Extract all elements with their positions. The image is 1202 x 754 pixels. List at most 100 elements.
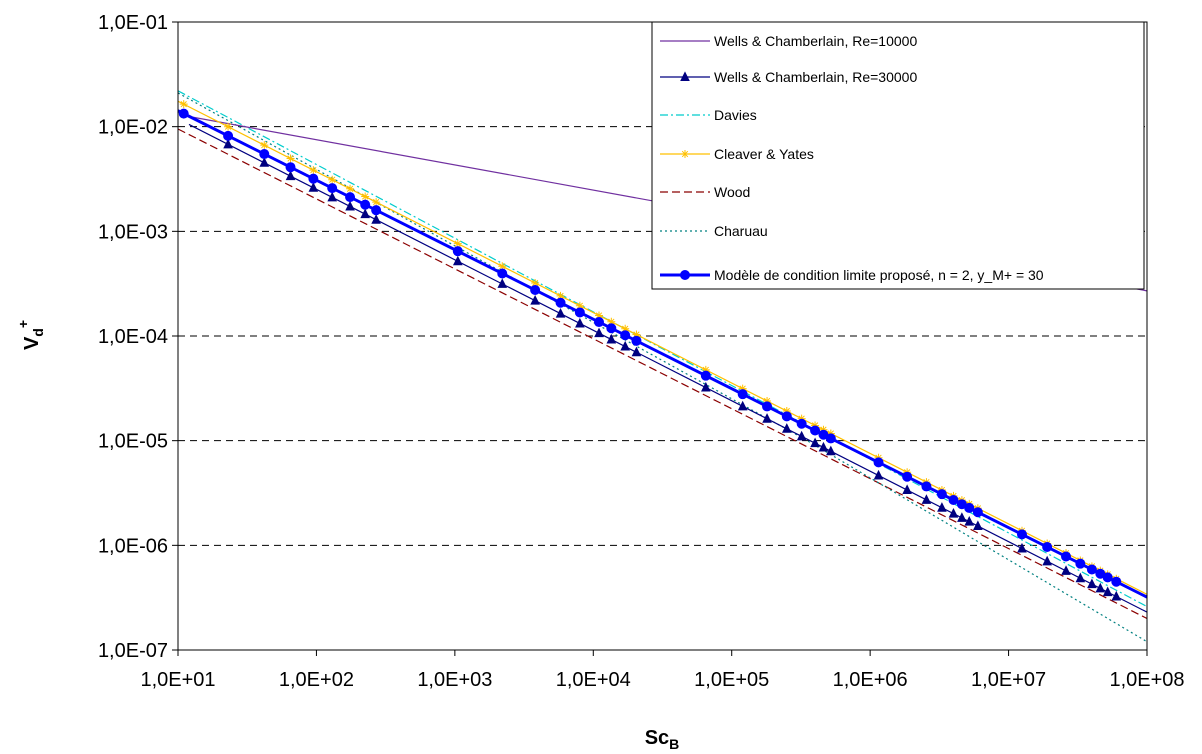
series-point: [810, 425, 821, 436]
series-point: [631, 346, 642, 357]
x-tick-label: 1,0E+01: [140, 669, 215, 691]
legend: Wells & Chamberlain, Re=10000 Wells & Cha…: [651, 21, 1145, 290]
series-point: [346, 184, 355, 193]
series-point: [631, 335, 642, 346]
legend-item: Cleaver & Yates: [660, 146, 814, 162]
series-point: [452, 255, 463, 266]
ticks: 1,0E-01 1,0E-02 1,0E-03 1,0E-04 1,0E-05 1,0E-…: [98, 12, 1185, 691]
series-point: [873, 457, 884, 468]
series-point: [620, 340, 630, 351]
series-point: [936, 489, 947, 500]
series-point: [498, 262, 507, 271]
legend-label: Davies: [714, 107, 757, 123]
series-line: [177, 90, 1148, 608]
series-point: [781, 411, 792, 422]
series-point: [781, 423, 792, 433]
series-point: [371, 205, 382, 216]
legend-label: Cleaver & Yates: [714, 146, 814, 162]
series-point: [556, 291, 565, 300]
series-point: [632, 330, 641, 339]
series-point: [1042, 555, 1052, 566]
series-point: [1087, 578, 1097, 589]
series-point: [372, 198, 381, 207]
series-point: [308, 173, 319, 184]
series-point: [818, 441, 829, 452]
series-point: [826, 445, 836, 456]
y-axis-title: Vd+: [15, 320, 46, 350]
series-point: [1061, 565, 1071, 575]
series-point: [531, 278, 540, 287]
series-point: [555, 297, 566, 308]
series-point: [737, 389, 748, 400]
series-point: [873, 469, 884, 480]
series-point: [937, 502, 947, 512]
x-tick-label: 1,0E+03: [417, 669, 492, 691]
y-tick-label: 1,0E-02: [98, 117, 168, 139]
series-line: [177, 92, 1148, 643]
legend-item: Wells & Chamberlain, Re=30000: [660, 69, 917, 85]
x-tick-label: 1,0E+08: [1109, 669, 1184, 691]
series-point: [575, 301, 584, 310]
legend-marker: [681, 150, 689, 158]
series-point: [621, 324, 630, 333]
series-point: [574, 307, 585, 318]
x-tick-label: 1,0E+04: [556, 669, 631, 691]
series-point: [1061, 551, 1072, 562]
y-tick-label: 1,0E-06: [98, 535, 168, 557]
series-point: [957, 512, 967, 522]
series-point: [700, 370, 711, 381]
series-point: [224, 122, 233, 131]
x-tick-label: 1,0E+07: [971, 669, 1046, 691]
series-point: [972, 507, 983, 518]
x-axis-title: ScB: [645, 727, 680, 752]
series-point: [796, 418, 807, 429]
series-point: [620, 330, 631, 341]
series-point: [948, 508, 959, 518]
series-point: [328, 175, 337, 184]
series-point: [973, 520, 983, 531]
series-point: [327, 183, 338, 194]
series-point: [345, 200, 355, 211]
series-point: [1075, 572, 1086, 583]
series-point: [738, 384, 747, 393]
series-point: [345, 192, 356, 203]
series-line: [177, 109, 1148, 599]
series-point: [453, 239, 462, 248]
series-point: [1102, 572, 1113, 583]
series-group: [177, 90, 1148, 643]
series-line: [177, 128, 1148, 620]
legend-item: Wood: [660, 184, 750, 200]
series-point: [762, 413, 772, 423]
series-line: [177, 100, 1148, 595]
series-point: [497, 278, 508, 288]
series-5: [177, 92, 1148, 643]
series-point: [948, 494, 959, 505]
series-point: [575, 317, 585, 328]
series-point: [737, 400, 748, 411]
legend-label: Wood: [714, 184, 750, 200]
series-1: [188, 123, 1148, 613]
series-point: [497, 268, 508, 279]
series-point: [260, 141, 269, 150]
series-point: [285, 170, 296, 181]
x-tick-label: 1,0E+02: [279, 669, 354, 691]
legend-label: Modèle de condition limite proposé, n = …: [714, 267, 1044, 283]
series-point: [594, 317, 605, 328]
series-point: [762, 401, 773, 412]
series-point: [286, 154, 295, 163]
y-tick-label: 1,0E-05: [98, 431, 168, 453]
series-point: [308, 182, 319, 192]
series-point: [797, 414, 806, 423]
legend-label: Charuau: [714, 223, 768, 239]
legend-label: Wells & Chamberlain, Re=10000: [714, 33, 917, 49]
series-point: [530, 284, 541, 295]
series-point: [964, 516, 975, 526]
legend-label: Wells & Chamberlain, Re=30000: [714, 69, 917, 85]
series-point: [360, 199, 371, 210]
series-point: [701, 365, 710, 374]
series-point: [259, 149, 270, 160]
series-4: [177, 128, 1148, 620]
y-tick-label: 1,0E-01: [98, 12, 168, 34]
series-point: [1111, 590, 1122, 601]
series-point: [606, 333, 617, 344]
